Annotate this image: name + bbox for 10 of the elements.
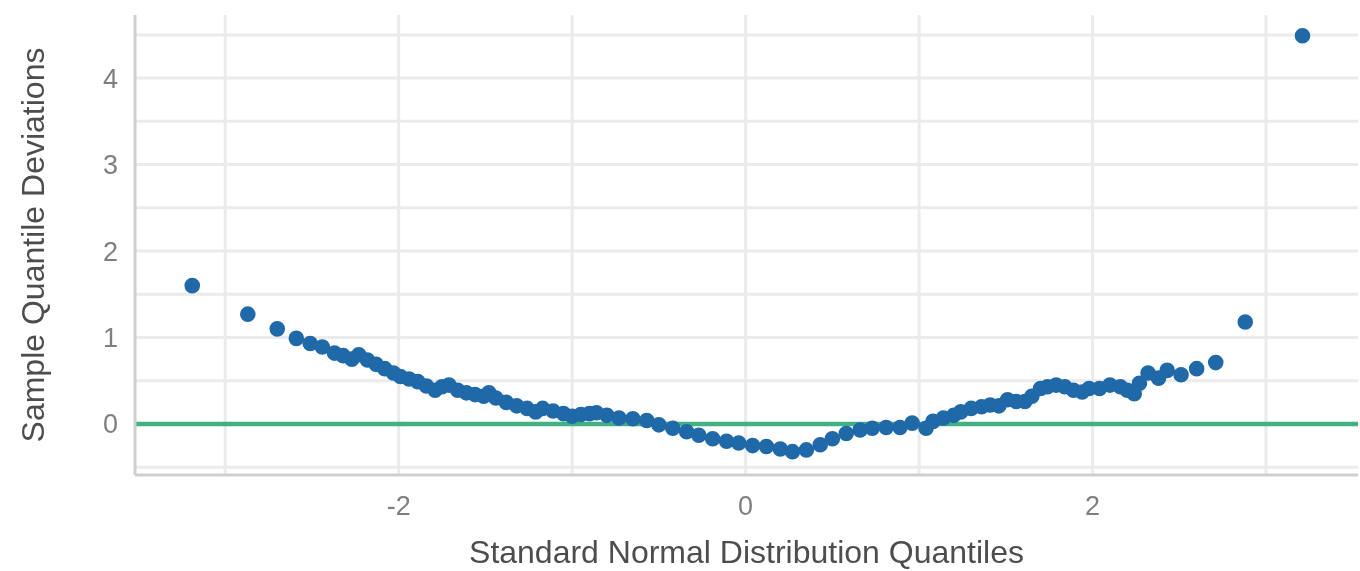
x-axis-title: Standard Normal Distribution Quantiles [469, 534, 1024, 570]
y-tick-label: 3 [102, 150, 118, 181]
x-tick-label: 0 [738, 491, 754, 521]
y-axis-title: Sample Quantile Deviations [15, 47, 51, 443]
y-tick-label: 2 [102, 236, 118, 267]
x-tick-label: -2 [386, 491, 411, 521]
y-tick-label: 0 [102, 409, 118, 440]
x-tick-label: 2 [1085, 491, 1101, 521]
y-tick-label: 1 [102, 322, 118, 353]
y-tick-label: 4 [102, 63, 118, 94]
